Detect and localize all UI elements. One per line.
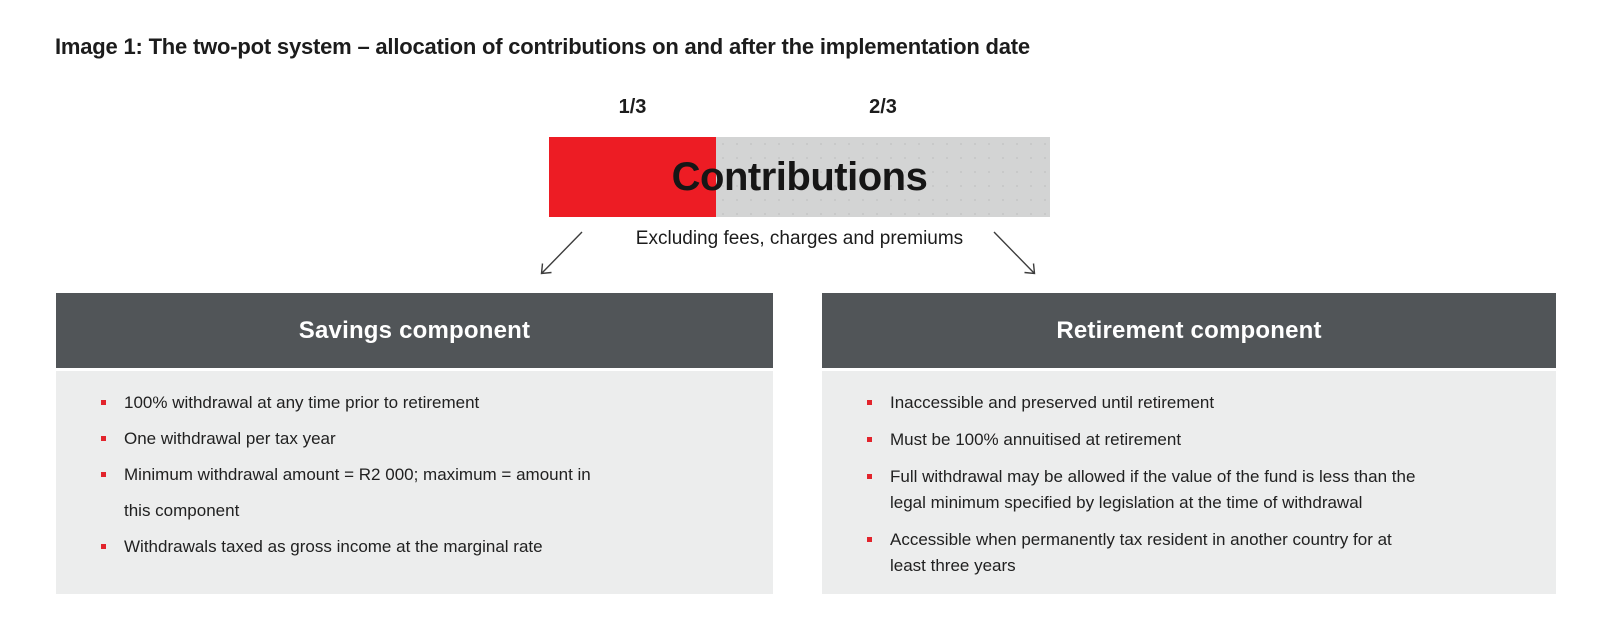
list-item: Accessible when permanently tax resident… — [867, 527, 1528, 579]
contributions-bar: Contributions — [549, 137, 1050, 217]
list-item: Minimum withdrawal amount = R2 000; maxi… — [101, 457, 745, 529]
bullet-icon — [867, 537, 872, 542]
retirement-allocation-segment — [716, 137, 1050, 217]
bullet-icon — [101, 400, 106, 405]
bullet-icon — [867, 474, 872, 479]
savings-component-header: Savings component — [56, 293, 773, 368]
list-item: One withdrawal per tax year — [101, 421, 745, 457]
bullet-icon — [101, 472, 106, 477]
bullet-icon — [101, 544, 106, 549]
retirement-component-header: Retirement component — [822, 293, 1556, 368]
arrow-down-left-icon — [540, 231, 583, 275]
list-item: Full withdrawal may be allowed if the va… — [867, 464, 1528, 516]
list-item-text: Must be 100% annuitised at retirement — [890, 430, 1182, 449]
list-item-text: One withdrawal per tax year — [124, 429, 336, 448]
list-item-text: Full withdrawal may be allowed if the va… — [890, 467, 1416, 512]
list-item-text: Withdrawals taxed as gross income at the… — [124, 537, 543, 556]
savings-bullet-list: 100% withdrawal at any time prior to ret… — [101, 385, 745, 565]
fraction-label-one-third: 1/3 — [618, 96, 647, 118]
bullet-icon — [867, 400, 872, 405]
savings-component-body: 100% withdrawal at any time prior to ret… — [56, 371, 773, 594]
list-item-text: Accessible when permanently tax resident… — [890, 530, 1392, 575]
bullet-icon — [867, 437, 872, 442]
savings-component-title: Savings component — [298, 316, 531, 344]
contributions-label: Contributions — [671, 154, 928, 199]
retirement-component-box: Retirement component Inaccessible and pr… — [822, 293, 1556, 594]
retirement-component-body: Inaccessible and preserved until retirem… — [822, 371, 1556, 594]
retirement-component-title: Retirement component — [1056, 316, 1322, 344]
figure-title: Image 1: The two-pot system – allocation… — [55, 34, 1030, 59]
savings-allocation-segment — [549, 137, 716, 217]
list-item: 100% withdrawal at any time prior to ret… — [101, 385, 745, 421]
exclusions-note: Excluding fees, charges and premiums — [635, 228, 964, 249]
list-item-text: Inaccessible and preserved until retirem… — [890, 393, 1215, 412]
retirement-bullet-list: Inaccessible and preserved until retirem… — [867, 390, 1528, 579]
savings-component-box: Savings component 100% withdrawal at any… — [56, 293, 773, 594]
list-item-text: 100% withdrawal at any time prior to ret… — [124, 393, 480, 412]
list-item: Inaccessible and preserved until retirem… — [867, 390, 1528, 416]
list-item: Must be 100% annuitised at retirement — [867, 427, 1528, 453]
arrow-down-right-icon — [993, 231, 1036, 275]
list-item: Withdrawals taxed as gross income at the… — [101, 529, 745, 565]
fraction-label-two-thirds: 2/3 — [869, 96, 897, 118]
list-item-text: Minimum withdrawal amount = R2 000; maxi… — [124, 465, 591, 520]
bullet-icon — [101, 436, 106, 441]
